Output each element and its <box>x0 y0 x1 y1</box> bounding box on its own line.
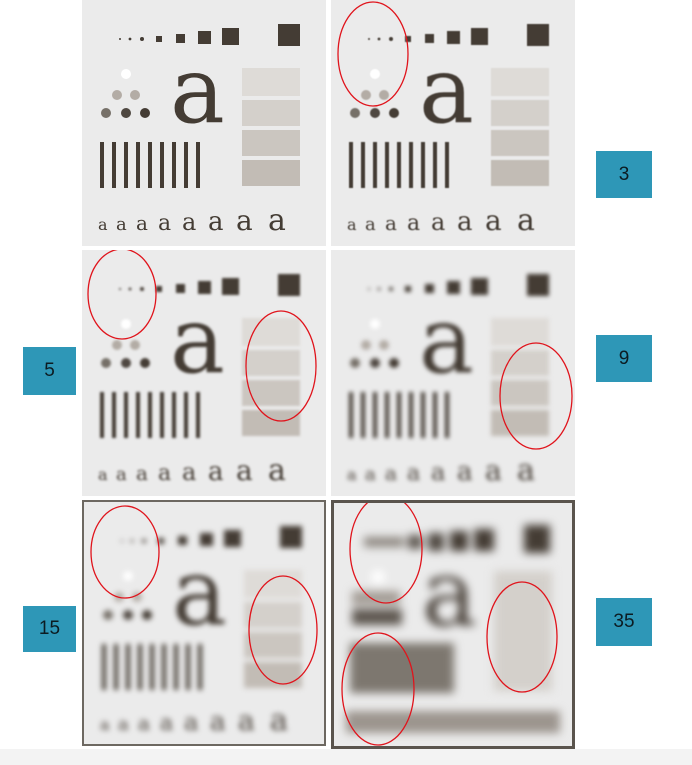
svg-text:a: a <box>347 215 357 234</box>
svg-text:a: a <box>98 215 108 234</box>
svg-text:a: a <box>184 708 198 736</box>
highlight-circle <box>91 506 159 598</box>
svg-text:a: a <box>170 287 225 394</box>
svg-text:a: a <box>208 207 224 237</box>
svg-text:a: a <box>419 37 474 144</box>
svg-text:a: a <box>238 704 255 737</box>
svg-text:a: a <box>365 214 376 235</box>
svg-text:a: a <box>100 715 110 734</box>
svg-text:a: a <box>208 457 224 487</box>
svg-text:a: a <box>419 287 474 394</box>
svg-text:a: a <box>347 465 357 484</box>
svg-text:a: a <box>270 703 288 738</box>
svg-text:a: a <box>136 211 148 235</box>
svg-text:a: a <box>116 214 127 235</box>
badge-kernel-15: 15 <box>23 606 76 652</box>
svg-text:a: a <box>236 204 253 237</box>
svg-text:a: a <box>172 539 227 646</box>
svg-text:a: a <box>182 208 196 236</box>
bottom-strip <box>0 749 692 765</box>
svg-text:a: a <box>136 461 148 485</box>
highlight-circle <box>350 503 422 603</box>
svg-text:a: a <box>385 211 397 235</box>
svg-text:a: a <box>407 211 420 236</box>
svg-text:a: a <box>407 461 420 486</box>
badge-kernel-5: 5 <box>23 347 76 395</box>
svg-text:a: a <box>160 711 173 736</box>
svg-text:a: a <box>210 707 226 737</box>
svg-text:a: a <box>517 203 535 238</box>
svg-text:a: a <box>118 714 129 735</box>
svg-text:a: a <box>268 203 286 238</box>
svg-text:a: a <box>457 457 473 487</box>
svg-text:a: a <box>158 461 171 486</box>
svg-text:a: a <box>485 204 502 237</box>
test-pattern-blur-35: a <box>334 503 572 746</box>
svg-text:a: a <box>236 454 253 487</box>
svg-text:a: a <box>517 453 535 488</box>
panel-blur-35: a <box>331 500 575 749</box>
svg-text:a: a <box>431 208 445 236</box>
badge-kernel-9: 9 <box>596 335 652 382</box>
svg-text:a: a <box>457 207 473 237</box>
svg-text:a: a <box>422 540 477 647</box>
badge-kernel-3: 3 <box>596 151 652 198</box>
badge-kernel-35: 35 <box>596 598 652 646</box>
highlight-circle <box>338 2 408 106</box>
svg-text:a: a <box>182 458 196 486</box>
svg-text:a: a <box>431 458 445 486</box>
big-letter-a: a <box>170 37 225 144</box>
svg-text:a: a <box>385 461 397 485</box>
svg-text:a: a <box>116 464 127 485</box>
svg-text:a: a <box>268 453 286 488</box>
svg-text:a: a <box>138 711 150 735</box>
svg-text:a: a <box>365 464 376 485</box>
svg-text:a: a <box>485 454 502 487</box>
svg-text:a: a <box>98 465 108 484</box>
svg-text:a: a <box>158 211 171 236</box>
